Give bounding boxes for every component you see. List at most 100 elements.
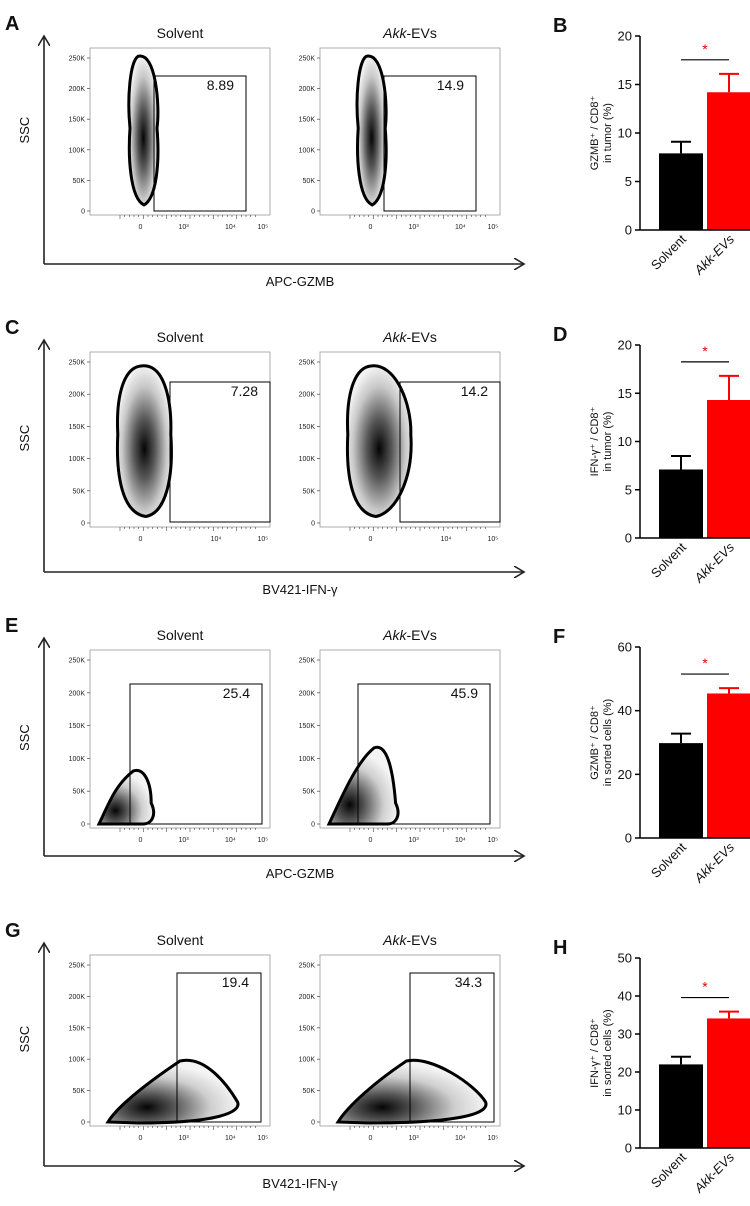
- y-tick-label: 250K: [299, 56, 316, 63]
- category-italic: Akk-EVs: [691, 539, 738, 586]
- x-tick-label: 10⁵: [487, 536, 498, 543]
- x-tick-label: 0: [138, 536, 142, 543]
- y-tick-label: 50K: [73, 1088, 86, 1095]
- y-tick-label: 0: [81, 521, 85, 528]
- x-tick-label: 10⁴: [225, 1135, 236, 1142]
- y-tick-label: 250K: [299, 658, 316, 665]
- x-tick-label: 10⁴: [225, 224, 236, 231]
- y-tick-label: 150K: [69, 117, 86, 124]
- x-tick-label: 0: [138, 1135, 142, 1142]
- density-contour: [355, 54, 388, 207]
- bar: [707, 92, 750, 230]
- gate-rectangle: [383, 75, 477, 212]
- y-tick-label: 40: [618, 703, 632, 718]
- y-tick-label: 0: [625, 1141, 632, 1156]
- x-axis-label: APC-GZMB: [266, 866, 335, 881]
- gate-percentage: 14.2: [461, 383, 488, 399]
- category-label: Solvent: [648, 839, 690, 881]
- y-label-line: in sorted cells (%): [602, 1009, 614, 1096]
- y-tick-label: 100K: [69, 456, 86, 463]
- bar: [659, 153, 703, 230]
- y-tick-label: 50K: [73, 789, 86, 796]
- condition-title: Solvent: [157, 932, 204, 948]
- y-tick-label: 20: [618, 29, 632, 44]
- x-tick-label: 10⁴: [455, 1135, 466, 1142]
- condition-title: Akk-EVs: [382, 627, 437, 643]
- y-tick-label: 100K: [69, 756, 86, 763]
- y-tick-label: 150K: [299, 1025, 316, 1032]
- x-axis-label: APC-GZMB: [266, 274, 335, 289]
- x-tick-label: 10⁵: [487, 837, 498, 844]
- gate-rectangle: [169, 381, 271, 523]
- y-tick-label: 200K: [69, 86, 86, 93]
- bar: [659, 469, 703, 538]
- x-tick-label: 10⁵: [257, 1135, 268, 1142]
- density-contour: [96, 768, 156, 826]
- y-tick-label: 250K: [299, 360, 316, 367]
- y-axis-label: SSC: [17, 724, 32, 751]
- y-tick-label: 5: [625, 174, 632, 189]
- y-tick-label: 50K: [73, 488, 86, 495]
- bar-chart-d: D 0 5 10 15 20 IFN-γ⁺ / CD8⁺ in tumor (%) Solven…: [553, 324, 750, 586]
- y-tick-label: 50K: [303, 789, 316, 796]
- gate-percentage: 8.89: [207, 77, 234, 93]
- gate-rectangle: [399, 381, 501, 523]
- plot-frame: [319, 47, 501, 216]
- condition-italic: Akk: [382, 329, 407, 345]
- y-label-line: IFN-γ⁺ / CD8⁺: [589, 406, 601, 476]
- panel-label: H: [553, 937, 567, 959]
- condition-text: -EVs: [407, 329, 437, 345]
- bar-chart-f: F 0 20 40 60 GZMB⁺ / CD8⁺ in sorted cells (%) S…: [553, 626, 750, 886]
- condition-text: -EVs: [407, 932, 437, 948]
- category-label: Akk-EVs: [691, 839, 738, 886]
- y-axis-label: GZMB⁺ / CD8⁺ in sorted cells (%): [589, 699, 614, 786]
- gate-percentage: 34.3: [455, 974, 482, 990]
- category-label: Akk-EVs: [691, 1149, 738, 1196]
- condition-italic: Akk: [382, 627, 407, 643]
- y-tick-label: 10: [618, 1103, 632, 1118]
- condition-title: Akk-EVs: [382, 25, 437, 41]
- condition-title: Solvent: [157, 25, 204, 41]
- y-axis-label: GZMB⁺ / CD8⁺ in tumor (%): [589, 96, 614, 171]
- y-axis-label: SSC: [17, 117, 32, 144]
- y-tick-label: 50K: [303, 1088, 316, 1095]
- y-axis-label: SSC: [17, 1026, 32, 1053]
- gate-rectangle: [153, 75, 247, 212]
- bar: [707, 693, 750, 838]
- y-tick-label: 50K: [73, 178, 86, 185]
- y-tick-label: 30: [618, 1027, 632, 1042]
- y-tick-label: 150K: [69, 1025, 86, 1032]
- x-tick-label: 10⁴: [455, 224, 466, 231]
- plot-frame: [89, 47, 271, 216]
- y-tick-label: 0: [311, 822, 315, 829]
- y-tick-label: 200K: [299, 86, 316, 93]
- x-tick-label: 0: [368, 536, 372, 543]
- x-tick-label: 10³: [179, 1135, 190, 1142]
- plot-frame: [319, 954, 501, 1127]
- y-tick-label: 250K: [69, 360, 86, 367]
- flow-plot: Solvent 250K 200K 150K 100K 50K 0 0 10³ 10⁴ 10⁵ 8.8…: [69, 25, 271, 231]
- y-tick-label: 15: [618, 386, 632, 401]
- y-tick-label: 200K: [299, 994, 316, 1001]
- y-tick-label: 100K: [299, 756, 316, 763]
- y-tick-label: 0: [311, 1120, 315, 1127]
- y-tick-label: 200K: [69, 994, 86, 1001]
- plot-frame: [89, 954, 271, 1127]
- x-tick-label: 10⁵: [487, 1135, 498, 1142]
- gate-percentage: 14.9: [437, 77, 464, 93]
- gate-percentage: 7.28: [231, 383, 258, 399]
- y-label-line: GZMB⁺ / CD8⁺: [589, 705, 601, 780]
- density-contour: [127, 54, 160, 207]
- significance-star: *: [702, 979, 708, 995]
- x-tick-label: 10⁵: [487, 224, 498, 231]
- panel-label: E: [5, 615, 18, 637]
- density-contour: [345, 364, 413, 519]
- x-tick-label: 10⁴: [441, 536, 452, 543]
- bar: [707, 400, 750, 538]
- condition-title: Solvent: [157, 627, 204, 643]
- y-tick-label: 250K: [69, 56, 86, 63]
- condition-text: Solvent: [157, 329, 204, 345]
- flow-plot: Akk-EVs 250K 200K 150K 100K 50K 0 0 10³ 10⁴ 10⁵ 45.…: [299, 627, 501, 844]
- y-tick-label: 0: [625, 223, 632, 238]
